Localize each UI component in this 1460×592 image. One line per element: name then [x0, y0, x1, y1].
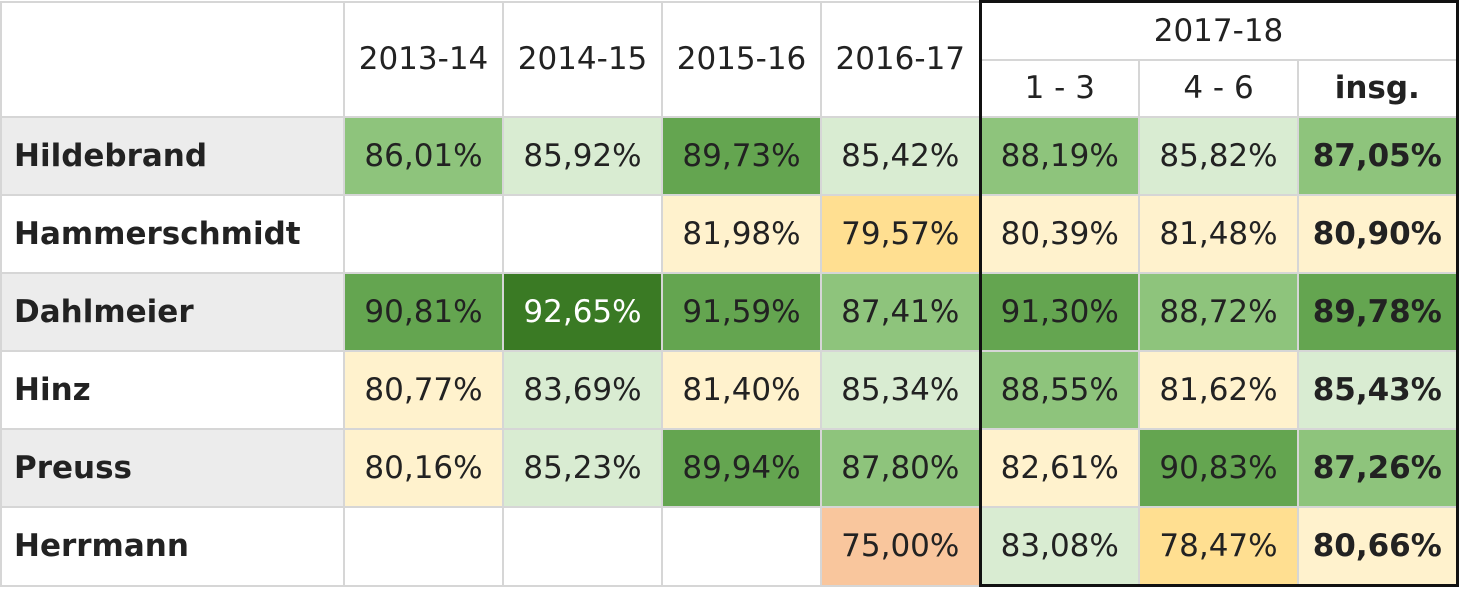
value-cell: 81,48%	[1138, 193, 1299, 274]
total-cell: 80,90%	[1297, 193, 1459, 274]
value-cell: 88,19%	[978, 115, 1140, 196]
row-label: Hildebrand	[0, 115, 345, 196]
value-cell	[661, 505, 822, 587]
value-cell: 82,61%	[978, 427, 1140, 508]
row-label: Preuss	[0, 427, 345, 508]
season-2017-18-header: 2017-18	[978, 0, 1459, 61]
value-cell: 92,65%	[502, 271, 663, 352]
value-cell: 81,62%	[1138, 349, 1299, 430]
value-cell: 81,40%	[661, 349, 822, 430]
row-label: Hammerschmidt	[0, 193, 345, 274]
subheader-total: insg.	[1297, 58, 1459, 118]
table-body: Hildebrand 86,01% 85,92% 89,73% 85,42% 88,19%…	[0, 115, 1459, 587]
table-row: Hammerschmidt 81,98% 79,57% 80,39% 81,48% 80,…	[0, 193, 1459, 274]
value-cell: 91,30%	[978, 271, 1140, 352]
total-cell: 85,43%	[1297, 349, 1459, 430]
subheader-4-6: 4 - 6	[1138, 58, 1299, 118]
value-cell: 91,59%	[661, 271, 822, 352]
value-cell: 85,34%	[820, 349, 981, 430]
year-header: 2016-17	[820, 0, 981, 118]
value-cell: 83,08%	[978, 505, 1140, 587]
value-cell: 90,83%	[1138, 427, 1299, 508]
value-cell: 85,23%	[502, 427, 663, 508]
value-cell	[502, 505, 663, 587]
value-cell: 86,01%	[343, 115, 504, 196]
value-cell: 81,98%	[661, 193, 822, 274]
year-header: 2014-15	[502, 0, 663, 118]
value-cell: 87,80%	[820, 427, 981, 508]
value-cell: 88,72%	[1138, 271, 1299, 352]
value-cell: 85,82%	[1138, 115, 1299, 196]
value-cell	[502, 193, 663, 274]
value-cell: 80,39%	[978, 193, 1140, 274]
table-row: Herrmann 75,00% 83,08% 78,47% 80,66%	[0, 505, 1459, 587]
row-label: Hinz	[0, 349, 345, 430]
value-cell: 89,94%	[661, 427, 822, 508]
table-row: Preuss 80,16% 85,23% 89,94% 87,80% 82,61% 90,8…	[0, 427, 1459, 508]
total-cell: 87,05%	[1297, 115, 1459, 196]
table-row: Dahlmeier 90,81% 92,65% 91,59% 87,41% 91,30% 8…	[0, 271, 1459, 352]
year-header: 2013-14	[343, 0, 504, 118]
value-cell: 78,47%	[1138, 505, 1299, 587]
table-row: Hinz 80,77% 83,69% 81,40% 85,34% 88,55% 81,62%…	[0, 349, 1459, 430]
value-cell: 80,16%	[343, 427, 504, 508]
value-cell: 88,55%	[978, 349, 1140, 430]
total-cell: 80,66%	[1297, 505, 1459, 587]
value-cell: 90,81%	[343, 271, 504, 352]
corner-cell	[0, 0, 345, 118]
value-cell: 83,69%	[502, 349, 663, 430]
total-cell: 87,26%	[1297, 427, 1459, 508]
value-cell: 87,41%	[820, 271, 981, 352]
value-cell	[343, 505, 504, 587]
value-cell: 79,57%	[820, 193, 981, 274]
year-header: 2015-16	[661, 0, 822, 118]
value-cell	[343, 193, 504, 274]
value-cell: 80,77%	[343, 349, 504, 430]
value-cell: 75,00%	[820, 505, 981, 587]
value-cell: 85,42%	[820, 115, 981, 196]
value-cell: 85,92%	[502, 115, 663, 196]
row-label: Dahlmeier	[0, 271, 345, 352]
subheader-1-3: 1 - 3	[978, 58, 1140, 118]
total-cell: 89,78%	[1297, 271, 1459, 352]
table-row: Hildebrand 86,01% 85,92% 89,73% 85,42% 88,19%…	[0, 115, 1459, 196]
row-label: Herrmann	[0, 505, 345, 587]
value-cell: 89,73%	[661, 115, 822, 196]
